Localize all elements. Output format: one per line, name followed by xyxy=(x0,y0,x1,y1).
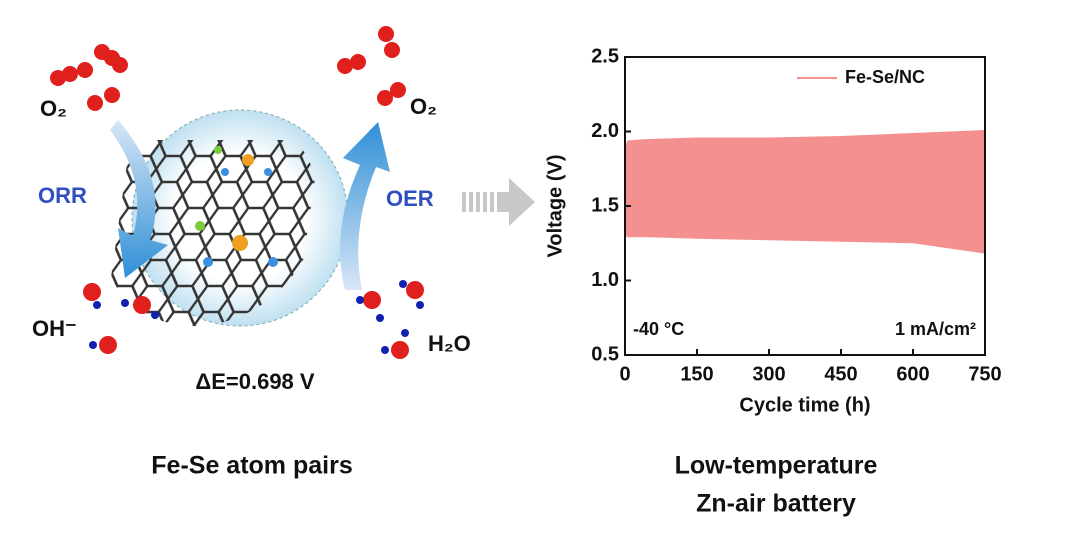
annotation: 1 mA/cm² xyxy=(895,319,976,339)
x-tick-label: 0 xyxy=(619,363,630,385)
x-axis-label: Cycle time (h) xyxy=(739,394,870,416)
caption: Fe-Se atom pairs xyxy=(151,452,352,480)
voltage-band xyxy=(625,130,985,254)
orr-arrow xyxy=(110,120,168,278)
y-tick-label: 2.5 xyxy=(591,45,619,67)
sphere xyxy=(102,109,349,327)
chart: Fe-Se/NC 0.5 1.0 1.5 2.0 2.5 0 150 300 450 600 750 C… xyxy=(544,45,1001,416)
atoms xyxy=(89,280,424,354)
x-tick-label: 150 xyxy=(680,363,713,385)
caption: Low-temperature xyxy=(675,452,878,480)
annotation: -40 °C xyxy=(633,319,684,339)
oer-arrow xyxy=(340,122,390,290)
label: O₂ xyxy=(40,96,67,121)
x-tick-label: 750 xyxy=(968,363,1001,385)
x-tick-label: 300 xyxy=(752,363,785,385)
y-tick-label: 0.5 xyxy=(591,343,619,365)
label: O₂ xyxy=(410,94,437,119)
molecules xyxy=(50,26,424,359)
x-tick-label: 450 xyxy=(824,363,857,385)
process-arrow xyxy=(462,178,535,226)
label: ORR xyxy=(38,183,87,208)
x-tick-label: 600 xyxy=(896,363,929,385)
label: ΔE=0.698 V xyxy=(195,369,315,394)
y-tick-label: 1.5 xyxy=(591,194,619,216)
label: OER xyxy=(386,186,434,211)
legend-label: Fe-Se/NC xyxy=(845,67,925,87)
label: OH⁻ xyxy=(32,316,77,341)
caption: Zn-air battery xyxy=(696,490,856,518)
y-tick-label: 2.0 xyxy=(591,120,619,142)
y-tick-label: 1.0 xyxy=(591,269,619,291)
label: H₂O xyxy=(428,331,471,356)
y-axis-label: Voltage (V) xyxy=(544,155,566,258)
